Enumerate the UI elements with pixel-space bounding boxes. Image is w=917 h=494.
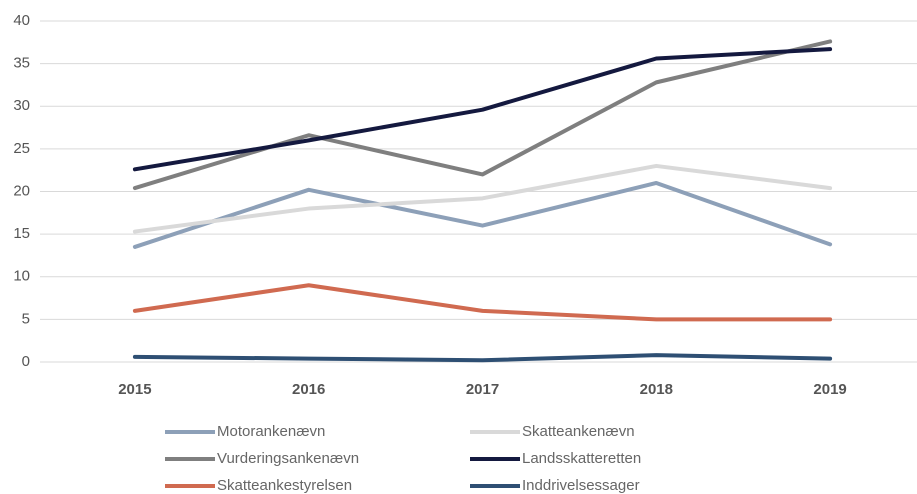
y-tick-label: 0 [22, 353, 30, 370]
y-tick-label: 5 [22, 310, 30, 327]
series-line [132, 47, 833, 172]
legend-label: Inddrivelsessager [522, 477, 640, 494]
legend-label: Landsskatteretten [522, 450, 641, 467]
x-tick-label: 2016 [292, 381, 325, 398]
y-tick-label: 35 [13, 55, 30, 72]
series-line [132, 353, 833, 363]
series-line [132, 283, 833, 322]
legend-label: Skatteankenævn [522, 423, 635, 440]
legend-label: Motorankenævn [217, 423, 325, 440]
series-line [132, 39, 833, 191]
series-line [132, 163, 833, 234]
x-tick-label: 2018 [640, 381, 673, 398]
y-tick-label: 20 [13, 182, 30, 199]
y-tick-label: 25 [13, 140, 30, 157]
y-tick-label: 10 [13, 268, 30, 285]
legend-label: Skatteankestyrelsen [217, 477, 352, 494]
series-line [132, 180, 833, 249]
y-tick-label: 30 [13, 97, 30, 114]
y-tick-label: 40 [13, 12, 30, 29]
x-tick-label: 2017 [466, 381, 499, 398]
y-tick-label: 15 [13, 225, 30, 242]
x-tick-label: 2019 [813, 381, 846, 398]
x-tick-label: 2015 [118, 381, 151, 398]
legend-label: Vurderingsankenævn [217, 450, 359, 467]
